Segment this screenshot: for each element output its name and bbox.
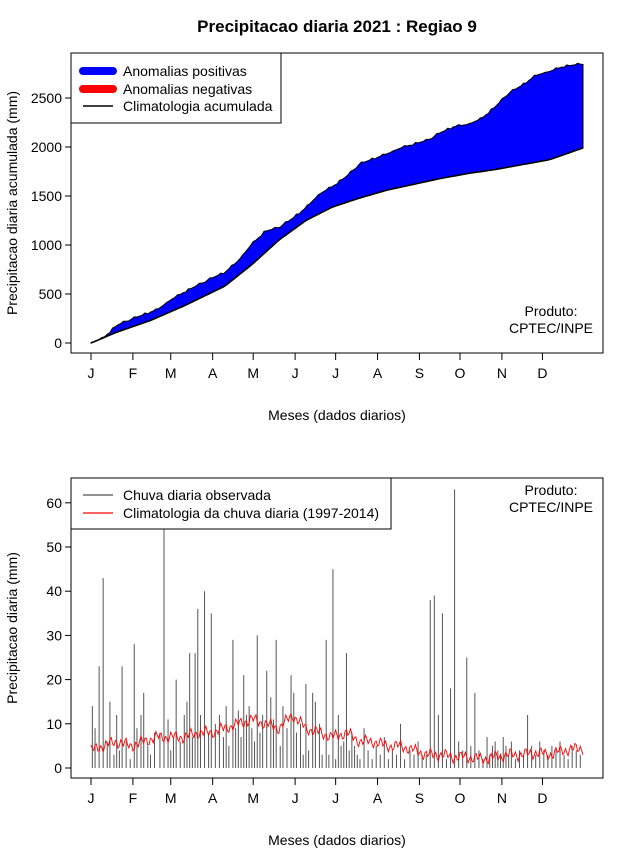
bottom-xtick-label: M	[247, 790, 259, 806]
top-xtick-label: F	[129, 365, 138, 381]
top-xtick-label: S	[415, 365, 424, 381]
top-ytick-label: 0	[54, 335, 62, 351]
bottom-xtick-label: J	[292, 790, 299, 806]
legend-label-daily-climatology: Climatologia da chuva diaria (1997-2014)	[123, 505, 379, 521]
bottom-ylabel: Precipitacao diaria (mm)	[4, 552, 20, 704]
top-xtick-label: N	[497, 365, 507, 381]
bottom-ytick-label: 50	[46, 539, 62, 555]
bottom-ytick-label: 10	[46, 716, 62, 732]
bottom-ytick-label: 20	[46, 672, 62, 688]
top-ytick-label: 2500	[31, 90, 62, 106]
top-xtick-label: J	[332, 365, 339, 381]
daily-climatology-line	[90, 712, 584, 766]
bottom-ytick-label: 40	[46, 583, 62, 599]
bottom-xtick-label: A	[208, 790, 218, 806]
bottom-xtick-label: D	[537, 790, 547, 806]
bottom-xtick-label: S	[415, 790, 424, 806]
bottom-xtick-label: F	[129, 790, 138, 806]
bottom-xtick-label: O	[455, 790, 466, 806]
legend-label-observed: Chuva diaria observada	[123, 487, 271, 503]
top-legend: Anomalias positivas Anomalias negativas …	[70, 52, 282, 124]
top-xtick-label: M	[165, 365, 177, 381]
bottom-credit-line2: CPTEC/INPE	[509, 499, 593, 515]
bottom-ytick-label: 0	[54, 760, 62, 776]
top-xtick-label: O	[455, 365, 466, 381]
top-xtick-label: J	[88, 365, 95, 381]
bottom-ytick-label: 30	[46, 627, 62, 643]
top-ytick-label: 1000	[31, 237, 62, 253]
climatology-accumulated-line	[90, 147, 584, 344]
legend-label-positive: Anomalias positivas	[123, 63, 247, 79]
bottom-legend: Chuva diaria observada Climatologia da c…	[70, 477, 392, 530]
legend-label-negative: Anomalias negativas	[123, 81, 252, 97]
top-credit-line2: CPTEC/INPE	[509, 320, 593, 336]
bottom-panel: 0 10 20 30 40 50 60 J F M A M J J A S O N D Meses (dados …	[4, 477, 604, 848]
top-xtick-label: M	[247, 365, 259, 381]
chart-title: Precipitacao diaria 2021 : Regiao 9	[197, 17, 477, 36]
bottom-ytick-label: 60	[46, 495, 62, 511]
top-xlabel: Meses (dados diarios)	[268, 407, 406, 423]
bottom-credit-line1: Produto:	[525, 482, 578, 498]
top-ylabel: Precipitacao diaria acumulada (mm)	[4, 91, 20, 315]
bottom-xtick-label: A	[373, 790, 383, 806]
bottom-xtick-label: J	[88, 790, 95, 806]
top-plot-frame	[70, 52, 604, 354]
top-xtick-label: D	[537, 365, 547, 381]
top-xtick-label: J	[292, 365, 299, 381]
top-credit-line1: Produto:	[525, 303, 578, 319]
bottom-xtick-label: N	[497, 790, 507, 806]
bottom-xtick-label: M	[165, 790, 177, 806]
top-ytick-label: 500	[39, 286, 63, 302]
legend-label-climatology: Climatologia acumulada	[123, 98, 273, 114]
top-xtick-label: A	[373, 365, 383, 381]
top-panel: 0 500 1000 1500 2000 2500 J F M A M J J A S O N D Meses …	[4, 52, 604, 423]
top-xtick-label: A	[208, 365, 218, 381]
top-ytick-label: 2000	[31, 139, 62, 155]
bottom-xlabel: Meses (dados diarios)	[268, 832, 406, 848]
bottom-xtick-label: J	[332, 790, 339, 806]
top-ytick-label: 1500	[31, 188, 62, 204]
